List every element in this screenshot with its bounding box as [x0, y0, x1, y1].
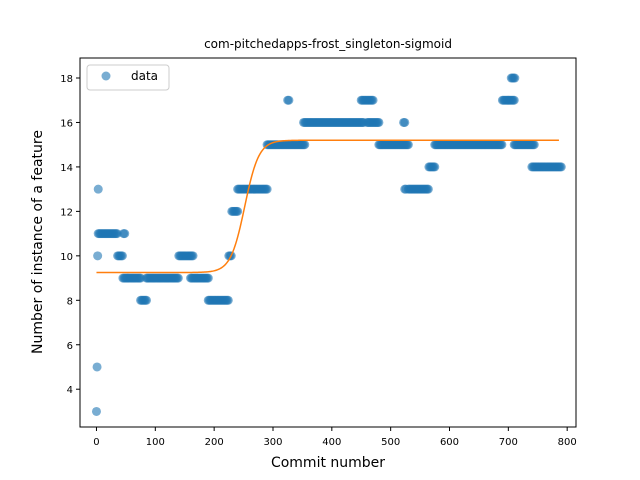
plot-area: [79, 57, 577, 428]
x-tick-label: 500: [381, 437, 400, 448]
x-tick-label: 0: [93, 437, 99, 448]
fit-curve-group: [96, 139, 559, 274]
x-tick-label: 200: [205, 437, 224, 448]
data-point: [233, 206, 243, 216]
data-points: [91, 73, 566, 416]
data-point: [529, 140, 539, 150]
fit-curve: [96, 139, 559, 274]
chart-title: com-pitchedapps-frost_singleton-sigmoid: [204, 37, 452, 51]
data-point: [423, 184, 433, 194]
y-tick-label: 16: [60, 118, 73, 129]
data-point: [173, 273, 183, 283]
data-point: [92, 362, 102, 372]
data-point: [403, 140, 413, 150]
data-point: [510, 73, 520, 83]
y-tick-label: 8: [67, 296, 73, 307]
data-point: [374, 117, 384, 127]
legend: data: [86, 64, 170, 91]
data-point: [430, 162, 440, 172]
legend-label-data: data: [131, 69, 158, 83]
data-point: [368, 95, 378, 105]
x-axis: 0 100 200 300 400 500 600 700 800: [93, 427, 577, 448]
data-point: [117, 251, 127, 261]
data-point: [141, 295, 151, 305]
data-point: [284, 95, 294, 105]
data-point: [120, 229, 130, 239]
y-tick-label: 12: [60, 207, 73, 218]
data-point: [262, 184, 272, 194]
y-tick-label: 4: [67, 385, 73, 396]
data-point: [93, 184, 103, 194]
x-tick-label: 600: [440, 437, 459, 448]
data-point: [93, 251, 103, 261]
x-tick-label: 400: [322, 437, 341, 448]
y-axis-label: Number of instance of a feature: [30, 130, 46, 354]
data-point: [112, 229, 122, 239]
legend-marker-data: [101, 71, 111, 81]
data-point: [509, 95, 519, 105]
data-point: [91, 406, 101, 416]
x-tick-label: 800: [558, 437, 577, 448]
y-tick-label: 14: [60, 163, 73, 174]
y-tick-label: 18: [60, 74, 73, 85]
x-tick-label: 700: [499, 437, 518, 448]
data-point: [203, 273, 213, 283]
legend-box: [86, 64, 170, 91]
data-point: [497, 140, 507, 150]
y-axis: 4 6 8 10 12 14 16 18: [60, 74, 80, 396]
data-point: [223, 295, 233, 305]
x-axis-label: Commit number: [271, 455, 385, 471]
data-point: [400, 117, 410, 127]
data-point: [556, 162, 566, 172]
y-tick-label: 10: [60, 252, 73, 263]
x-tick-label: 300: [263, 437, 282, 448]
data-point: [188, 251, 198, 261]
y-tick-label: 6: [67, 341, 73, 352]
x-tick-label: 100: [146, 437, 165, 448]
data-point: [300, 140, 310, 150]
